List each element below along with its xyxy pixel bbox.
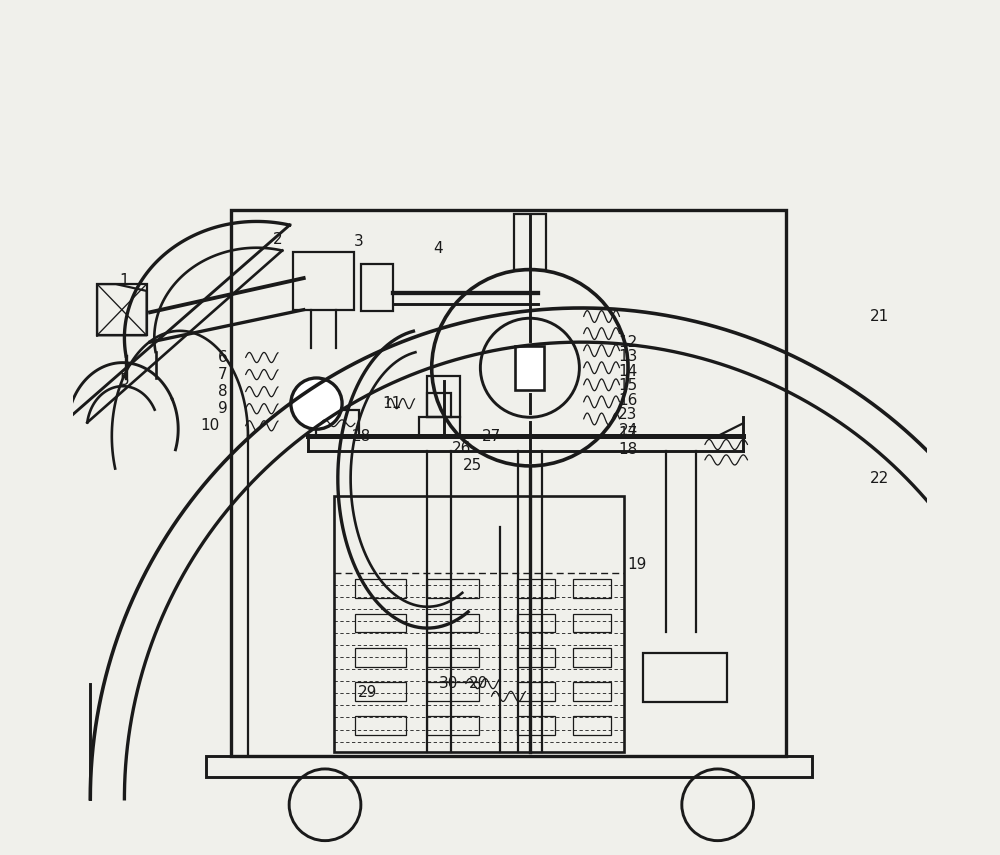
Text: 13: 13: [618, 349, 638, 364]
Bar: [573, 580, 611, 598]
Bar: [355, 580, 406, 598]
Text: 22: 22: [870, 471, 889, 486]
Text: 6: 6: [218, 350, 227, 365]
Bar: [206, 756, 812, 777]
Bar: [515, 345, 544, 390]
Text: 16: 16: [618, 392, 638, 408]
Bar: [316, 410, 359, 436]
Bar: [643, 653, 727, 702]
Bar: [517, 682, 555, 700]
Bar: [517, 648, 555, 667]
Bar: [355, 682, 406, 700]
Bar: [573, 682, 611, 700]
Text: 2: 2: [273, 233, 283, 247]
Text: 17: 17: [618, 426, 638, 441]
Text: 29: 29: [358, 685, 377, 699]
Text: 15: 15: [618, 378, 638, 393]
Text: 19: 19: [627, 557, 646, 572]
Text: 4: 4: [434, 241, 443, 256]
Text: 1: 1: [120, 274, 129, 288]
Text: 18: 18: [618, 442, 638, 457]
Text: 9: 9: [218, 401, 227, 416]
Bar: [355, 614, 406, 633]
Text: 21: 21: [870, 309, 889, 324]
Bar: [231, 209, 786, 756]
Bar: [517, 716, 555, 734]
Text: 30: 30: [439, 676, 458, 691]
Text: 7: 7: [218, 367, 227, 382]
Text: 25: 25: [463, 457, 482, 473]
Bar: [427, 648, 479, 667]
Text: 10: 10: [200, 418, 219, 433]
Bar: [361, 264, 393, 311]
Text: 12: 12: [618, 334, 638, 350]
Text: 27: 27: [482, 428, 501, 444]
Bar: [514, 214, 546, 269]
Bar: [573, 614, 611, 633]
Text: 26: 26: [452, 441, 471, 457]
Bar: [419, 417, 460, 436]
Text: 11: 11: [382, 396, 401, 411]
Bar: [293, 251, 354, 310]
Text: 5: 5: [120, 373, 129, 388]
Bar: [355, 648, 406, 667]
Bar: [427, 614, 479, 633]
Text: 20: 20: [469, 676, 488, 691]
Text: 3: 3: [354, 234, 364, 249]
Text: 23: 23: [618, 407, 638, 422]
Bar: [573, 648, 611, 667]
Bar: [517, 580, 555, 598]
Bar: [334, 496, 624, 752]
Bar: [427, 682, 479, 700]
Bar: [427, 393, 451, 417]
Text: 14: 14: [618, 363, 638, 379]
Bar: [427, 580, 479, 598]
Text: 28: 28: [352, 428, 371, 444]
Bar: [427, 716, 479, 734]
Bar: [355, 716, 406, 734]
Circle shape: [291, 378, 342, 429]
Bar: [427, 376, 460, 417]
Text: 24: 24: [618, 423, 638, 439]
Text: 8: 8: [218, 384, 227, 399]
Bar: [517, 614, 555, 633]
Bar: [573, 716, 611, 734]
Bar: [97, 284, 147, 335]
